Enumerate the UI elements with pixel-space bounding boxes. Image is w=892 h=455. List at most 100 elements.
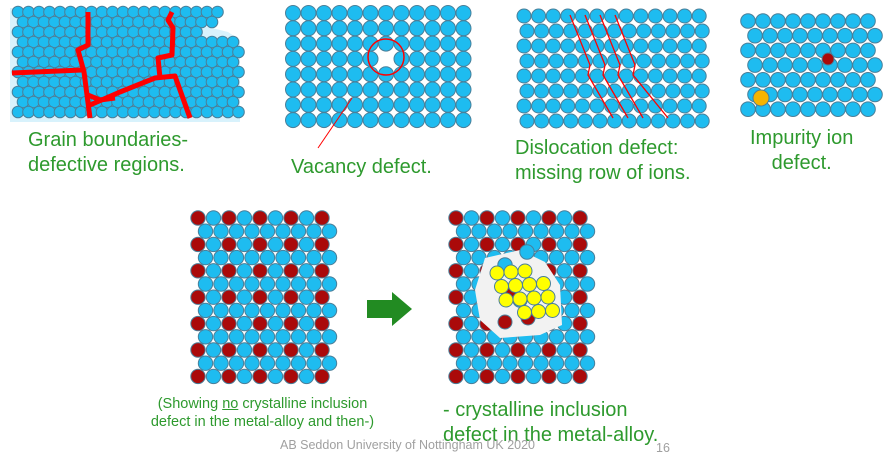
ion xyxy=(822,86,838,103)
ion xyxy=(574,98,590,114)
ion xyxy=(589,8,605,24)
ion xyxy=(298,210,315,226)
ion xyxy=(32,105,46,119)
ion xyxy=(244,302,260,319)
ion xyxy=(259,276,276,292)
ion xyxy=(200,105,214,119)
ion xyxy=(259,329,276,345)
ion xyxy=(548,355,565,371)
ion xyxy=(463,263,480,279)
ion xyxy=(290,249,307,266)
ion xyxy=(463,236,480,253)
caption-text: crystalline inclusion xyxy=(238,396,368,412)
ion xyxy=(592,83,608,99)
ion xyxy=(647,68,663,84)
ion xyxy=(545,8,561,24)
ion xyxy=(579,302,596,319)
ion xyxy=(694,83,710,99)
ion xyxy=(316,35,332,52)
dark-ion xyxy=(190,263,206,279)
ion xyxy=(792,57,808,73)
dark-ion xyxy=(252,289,268,305)
ion xyxy=(755,72,771,88)
ion xyxy=(190,105,203,119)
ion xyxy=(306,355,322,371)
inclusion-ion xyxy=(503,264,519,280)
caption-line: - crystalline inclusion xyxy=(443,399,628,421)
caption-line: defect. xyxy=(771,152,832,174)
ion xyxy=(516,98,532,114)
ion xyxy=(785,101,801,117)
ion xyxy=(560,98,576,114)
ion xyxy=(694,113,710,129)
ion xyxy=(275,329,291,345)
ion xyxy=(285,5,301,21)
ion xyxy=(837,86,853,103)
ion xyxy=(424,81,441,98)
ion xyxy=(463,210,480,226)
ion xyxy=(837,27,853,44)
ion xyxy=(43,105,56,119)
impurity-ion-small xyxy=(821,52,835,66)
caption-line: Grain boundaries- xyxy=(28,129,189,151)
ion xyxy=(285,20,301,37)
ion xyxy=(845,72,861,88)
ion xyxy=(316,50,332,67)
ion xyxy=(226,55,240,69)
ion xyxy=(785,42,801,59)
ion xyxy=(298,342,315,358)
ion xyxy=(236,236,253,253)
ion xyxy=(455,329,472,345)
ion xyxy=(577,23,593,39)
ion xyxy=(677,8,693,24)
ion xyxy=(211,105,224,119)
ion xyxy=(228,223,245,239)
ion xyxy=(298,236,315,253)
ion xyxy=(290,355,307,371)
ion xyxy=(290,223,307,239)
ion xyxy=(300,112,317,129)
ion xyxy=(822,27,838,44)
ion xyxy=(545,38,561,54)
ion xyxy=(347,96,363,113)
alloy-lattice-diagram xyxy=(190,210,338,385)
ion xyxy=(169,105,182,119)
ion xyxy=(740,101,756,117)
ion xyxy=(579,329,596,345)
dark-ion xyxy=(221,210,237,226)
ion xyxy=(259,355,276,371)
ion xyxy=(548,249,565,266)
ion xyxy=(545,68,561,84)
ion xyxy=(677,98,693,114)
ion xyxy=(440,20,456,37)
ion xyxy=(531,38,547,54)
dark-ion xyxy=(541,342,557,358)
ion xyxy=(316,96,332,113)
dark-ion xyxy=(221,368,237,385)
ion xyxy=(290,302,307,319)
footer-credit: AB Seddon University of Nottingham UK 20… xyxy=(280,438,535,452)
ion xyxy=(592,113,608,129)
ion xyxy=(694,23,710,39)
ion xyxy=(548,223,565,239)
ion xyxy=(770,42,786,59)
dark-ion xyxy=(190,289,206,305)
ion xyxy=(471,223,487,239)
ion xyxy=(316,5,332,21)
ion xyxy=(680,113,696,129)
dark-ion xyxy=(541,368,557,385)
ion xyxy=(228,302,245,319)
impurity-defect-diagram xyxy=(740,13,883,117)
ion xyxy=(74,105,88,119)
ion xyxy=(213,276,229,292)
ion xyxy=(564,249,580,266)
ion xyxy=(807,86,823,103)
ion xyxy=(11,105,25,119)
ion xyxy=(519,83,535,99)
dark-ion xyxy=(314,289,330,305)
ion xyxy=(236,210,253,226)
dark-ion xyxy=(190,368,206,385)
ion xyxy=(680,83,696,99)
ion xyxy=(64,105,77,119)
ion xyxy=(455,276,472,292)
